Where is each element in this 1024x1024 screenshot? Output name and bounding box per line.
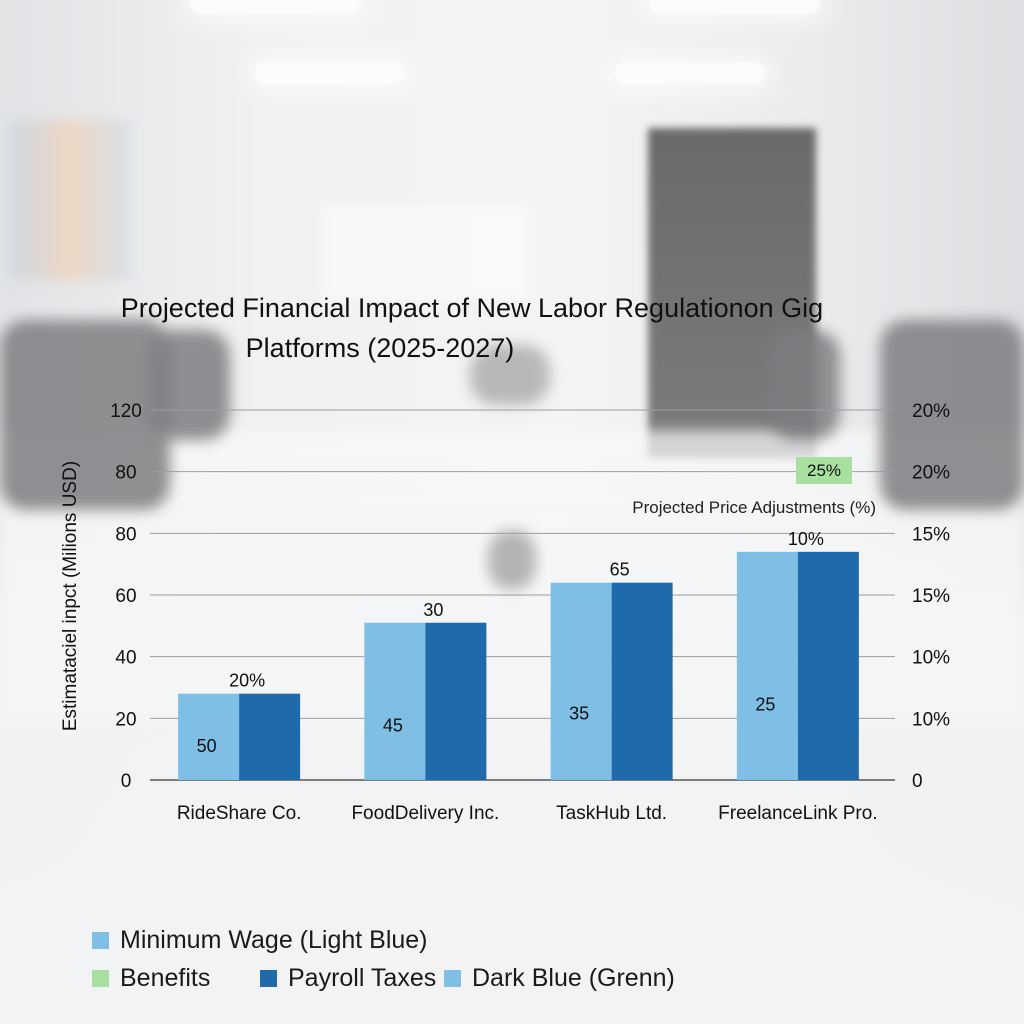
chair xyxy=(0,320,170,510)
bar-data-label: 30 xyxy=(423,600,443,620)
legend-label: Payroll Taxes xyxy=(288,964,437,992)
y-right-tick-label: 0 xyxy=(912,771,923,792)
bar-light xyxy=(550,582,612,780)
bars: 50 20% 45 30 35 65 25 10% xyxy=(178,529,859,780)
y-right-tick-label: 15% xyxy=(912,524,950,545)
y-right-axis-label: Projected Price Adjustments (%) xyxy=(632,498,876,517)
y-tick-label: 120 xyxy=(110,401,142,422)
y-right-tick-label: 10% xyxy=(912,648,950,669)
y-tick-label: 40 xyxy=(115,648,136,669)
y-tick-label: 60 xyxy=(115,586,136,607)
bar-dark xyxy=(425,622,487,780)
x-tick-label: RideShare Co. xyxy=(177,803,302,824)
ceiling-light xyxy=(650,0,820,14)
chair xyxy=(770,330,840,440)
legend-label: Minimum Wage (Light Blue) xyxy=(120,926,428,954)
wall-board xyxy=(320,205,530,300)
legend-label: Dark Blue (Grenn) xyxy=(472,964,675,992)
y-right-tick-label: 15% xyxy=(912,586,950,607)
bar-light xyxy=(364,622,426,780)
y-tick-label: 20 xyxy=(115,709,136,730)
x-tick-label: TaskHub Ltd. xyxy=(556,803,667,824)
y-right-tick-label: 20% xyxy=(912,463,950,484)
annotation-badge xyxy=(796,457,852,484)
x-axis: RideShare Co. FoodDelivery Inc. TaskHub Lt… xyxy=(177,803,878,824)
legend-swatch xyxy=(260,970,277,987)
annotation-label: 25% xyxy=(807,461,841,480)
bar-light xyxy=(178,693,240,780)
chair xyxy=(470,345,550,405)
y-right-tick-label: 20% xyxy=(912,401,950,422)
chair xyxy=(880,320,1024,510)
y-axis-label: Estimataciel inpct (Milions USD) xyxy=(60,461,81,731)
bar-data-label: 25 xyxy=(755,695,775,715)
bar-data-label: 45 xyxy=(383,715,403,735)
chair xyxy=(488,530,536,590)
bar-dark xyxy=(239,693,301,780)
ceiling-light xyxy=(615,62,765,84)
y-right-tick-label: 10% xyxy=(912,709,950,730)
legend-swatch xyxy=(444,970,461,987)
bar-data-label: 65 xyxy=(610,560,630,580)
bar-dark xyxy=(797,551,859,780)
y-axis-left: 0 20 40 60 80 80 120 xyxy=(110,401,142,792)
wall-poster xyxy=(10,120,130,280)
bar-data-label: 35 xyxy=(569,704,589,724)
ceiling-light xyxy=(255,62,405,84)
y-tick-label: 0 xyxy=(121,771,132,792)
bar-data-label: 20% xyxy=(229,671,265,691)
legend-swatch xyxy=(92,932,109,949)
ceiling-light xyxy=(190,0,360,14)
legend-label: Benefits xyxy=(120,964,211,992)
bar-data-label: 50 xyxy=(197,736,217,756)
bar-light xyxy=(736,551,798,780)
chart-title-line-2: Platforms (2025-2027) xyxy=(246,333,515,363)
y-tick-label: 80 xyxy=(115,463,136,484)
x-tick-label: FoodDelivery Inc. xyxy=(351,803,499,824)
legend-swatch xyxy=(92,970,109,987)
y-axis-right: 0 10% 10% 15% 15% 20% 20% xyxy=(912,401,950,792)
chair xyxy=(150,330,230,440)
x-tick-label: FreelanceLink Pro. xyxy=(718,803,877,824)
y-tick-label: 80 xyxy=(115,524,136,545)
chart-title-line-1: Projected Financial Impact of New Labor … xyxy=(121,293,823,323)
bar-dark xyxy=(611,582,673,780)
bar-data-label: 10% xyxy=(788,529,824,549)
